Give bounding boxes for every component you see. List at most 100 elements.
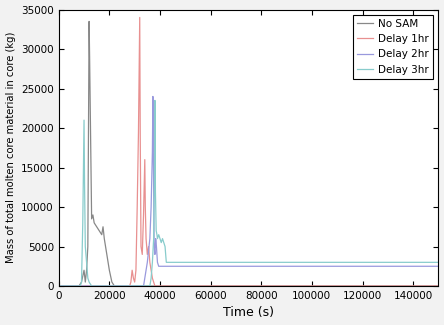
No SAM bbox=[87, 20, 92, 23]
Delay 1hr bbox=[131, 276, 136, 280]
Delay 3hr bbox=[148, 276, 154, 280]
Legend: No SAM, Delay 1hr, Delay 2hr, Delay 3hr: No SAM, Delay 1hr, Delay 2hr, Delay 3hr bbox=[353, 15, 433, 79]
Delay 1hr bbox=[128, 280, 134, 284]
Delay 3hr bbox=[157, 237, 163, 240]
Delay 2hr bbox=[150, 150, 155, 154]
No SAM bbox=[94, 225, 99, 229]
Delay 2hr bbox=[153, 237, 159, 240]
Delay 3hr bbox=[82, 181, 87, 185]
Delay 3hr bbox=[155, 237, 160, 240]
Line: Delay 3hr: Delay 3hr bbox=[59, 100, 438, 286]
No SAM bbox=[87, 55, 92, 59]
Delay 3hr bbox=[165, 260, 170, 264]
No SAM bbox=[83, 280, 88, 284]
Delay 1hr bbox=[146, 245, 151, 249]
Delay 3hr bbox=[154, 229, 159, 233]
Line: Delay 1hr: Delay 1hr bbox=[59, 18, 438, 286]
Delay 2hr bbox=[156, 264, 161, 268]
Delay 2hr bbox=[152, 253, 158, 256]
No SAM bbox=[91, 221, 97, 225]
Delay 1hr bbox=[143, 205, 148, 209]
No SAM bbox=[89, 217, 94, 221]
Delay 3hr bbox=[81, 118, 87, 122]
Delay 3hr bbox=[151, 237, 156, 240]
No SAM bbox=[79, 280, 84, 284]
Delay 2hr bbox=[155, 260, 160, 264]
Delay 3hr bbox=[147, 284, 153, 288]
Delay 1hr bbox=[152, 284, 158, 288]
No SAM bbox=[104, 253, 110, 256]
Line: No SAM: No SAM bbox=[59, 21, 438, 286]
Delay 3hr bbox=[153, 189, 158, 193]
Delay 1hr bbox=[56, 284, 61, 288]
Delay 2hr bbox=[150, 95, 155, 98]
No SAM bbox=[102, 237, 107, 240]
No SAM bbox=[112, 284, 117, 288]
Delay 3hr bbox=[156, 233, 161, 237]
Delay 3hr bbox=[80, 221, 85, 225]
No SAM bbox=[109, 280, 115, 284]
Delay 1hr bbox=[127, 284, 132, 288]
Delay 3hr bbox=[152, 181, 157, 185]
Delay 3hr bbox=[160, 237, 165, 240]
Delay 3hr bbox=[89, 284, 94, 288]
Delay 3hr bbox=[84, 260, 89, 264]
No SAM bbox=[96, 229, 102, 233]
Delay 1hr bbox=[132, 280, 137, 284]
Delay 1hr bbox=[138, 134, 143, 138]
Delay 1hr bbox=[137, 16, 143, 20]
Delay 3hr bbox=[154, 233, 159, 237]
Delay 3hr bbox=[83, 245, 88, 249]
No SAM bbox=[56, 284, 61, 288]
Delay 1hr bbox=[145, 253, 150, 256]
No SAM bbox=[90, 213, 95, 217]
Delay 1hr bbox=[148, 268, 154, 272]
Delay 2hr bbox=[157, 264, 163, 268]
Delay 1hr bbox=[133, 268, 139, 272]
Y-axis label: Mass of total molten core material in core (kg): Mass of total molten core material in co… bbox=[6, 32, 16, 264]
Delay 1hr bbox=[150, 276, 155, 280]
Delay 1hr bbox=[141, 213, 146, 217]
Delay 2hr bbox=[154, 245, 159, 249]
Delay 1hr bbox=[139, 253, 145, 256]
Delay 2hr bbox=[147, 237, 153, 240]
Delay 2hr bbox=[151, 245, 157, 249]
Delay 3hr bbox=[163, 245, 168, 249]
No SAM bbox=[76, 284, 82, 288]
Delay 1hr bbox=[436, 284, 441, 288]
Delay 1hr bbox=[130, 268, 135, 272]
Delay 3hr bbox=[78, 284, 83, 288]
Delay 3hr bbox=[159, 240, 164, 244]
Delay 3hr bbox=[436, 260, 441, 264]
Delay 2hr bbox=[56, 284, 61, 288]
Delay 2hr bbox=[151, 158, 156, 162]
Line: Delay 2hr: Delay 2hr bbox=[59, 97, 438, 286]
Delay 3hr bbox=[150, 260, 155, 264]
No SAM bbox=[107, 268, 112, 272]
Delay 1hr bbox=[147, 260, 153, 264]
Delay 3hr bbox=[164, 260, 169, 264]
No SAM bbox=[81, 268, 87, 272]
Delay 1hr bbox=[136, 130, 141, 134]
Delay 2hr bbox=[148, 205, 154, 209]
X-axis label: Time (s): Time (s) bbox=[223, 306, 274, 319]
Delay 3hr bbox=[56, 284, 61, 288]
Delay 1hr bbox=[151, 280, 156, 284]
Delay 1hr bbox=[139, 245, 144, 249]
Delay 2hr bbox=[145, 260, 150, 264]
Delay 1hr bbox=[143, 237, 149, 240]
Delay 3hr bbox=[161, 240, 166, 244]
Delay 1hr bbox=[135, 205, 140, 209]
Delay 2hr bbox=[142, 276, 147, 280]
No SAM bbox=[85, 245, 91, 249]
No SAM bbox=[100, 225, 106, 229]
No SAM bbox=[436, 284, 441, 288]
No SAM bbox=[99, 233, 104, 237]
No SAM bbox=[84, 268, 89, 272]
Delay 3hr bbox=[152, 98, 158, 102]
Delay 3hr bbox=[85, 276, 91, 280]
Delay 3hr bbox=[87, 280, 92, 284]
Delay 3hr bbox=[79, 280, 84, 284]
Delay 1hr bbox=[142, 158, 147, 162]
Delay 2hr bbox=[141, 284, 146, 288]
